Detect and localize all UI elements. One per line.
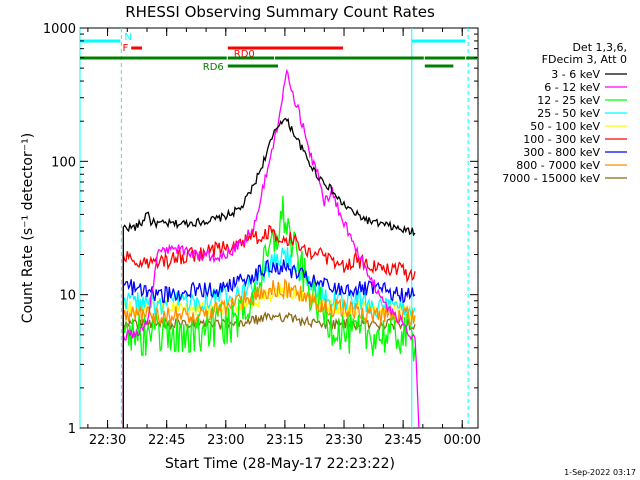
legend-header-0: Det 1,3,6,: [572, 41, 627, 54]
x-tick-label-2: 23:00: [207, 433, 244, 448]
legend-entry-5: 100 - 300 keV: [523, 133, 600, 146]
series-line-1: [122, 68, 420, 429]
series-line-5: [122, 224, 416, 428]
y-axis-label: Count Rate (s⁻¹ detector⁻¹): [20, 133, 36, 323]
x-tick-label-0: 22:30: [89, 433, 126, 448]
legend-entry-0: 3 - 6 keV: [551, 68, 600, 81]
series-line-6: [122, 259, 416, 428]
series-line-7: [122, 278, 416, 428]
legend-entry-2: 12 - 25 keV: [537, 94, 600, 107]
flag-label-rd6: RD6: [203, 62, 224, 73]
y-tick-label-2: 100: [51, 155, 76, 170]
x-tick-label-5: 23:45: [384, 433, 421, 448]
legend-header-1: FDecim 3, Att 0: [542, 53, 627, 66]
legend-entry-7: 800 - 7000 keV: [516, 159, 600, 172]
chart-title: RHESSI Observing Summary Count Rates: [125, 3, 435, 21]
axes: 22:30 22:45 23:00 23:15 23:30 23:45 00:00 1 10 10…: [43, 22, 481, 448]
legend-entry-3: 25 - 50 keV: [537, 107, 600, 120]
flag-label-f: F: [122, 43, 128, 54]
x-tick-label-6: 00:00: [444, 433, 481, 448]
y-tick-label-1: 10: [59, 289, 76, 304]
flag-bars: NF RD0 RD6: [80, 32, 477, 73]
x-tick-label-3: 23:15: [266, 433, 303, 448]
series-lines: [122, 68, 420, 429]
timestamp: 1-Sep-2022 03:17: [564, 468, 636, 477]
x-tick-label-1: 22:45: [148, 433, 185, 448]
legend-entry-8: 7000 - 15000 keV: [502, 172, 600, 185]
x-axis-label: Start Time (28-May-17 22:23:22): [165, 456, 395, 472]
legend-entry-1: 6 - 12 keV: [544, 81, 600, 94]
y-tick-label-0: 1: [68, 422, 76, 437]
series-line-3: [122, 247, 416, 428]
x-tick-label-4: 23:30: [325, 433, 362, 448]
legend-entry-6: 300 - 800 keV: [523, 146, 600, 159]
y-tick-label-3: 1000: [43, 22, 76, 37]
flag-label-n: N: [124, 32, 131, 43]
series-line-2: [122, 195, 416, 428]
legend-entry-4: 50 - 100 keV: [530, 120, 600, 133]
flag-label-rd0: RD0: [234, 49, 255, 60]
series-line-0: [122, 117, 416, 428]
